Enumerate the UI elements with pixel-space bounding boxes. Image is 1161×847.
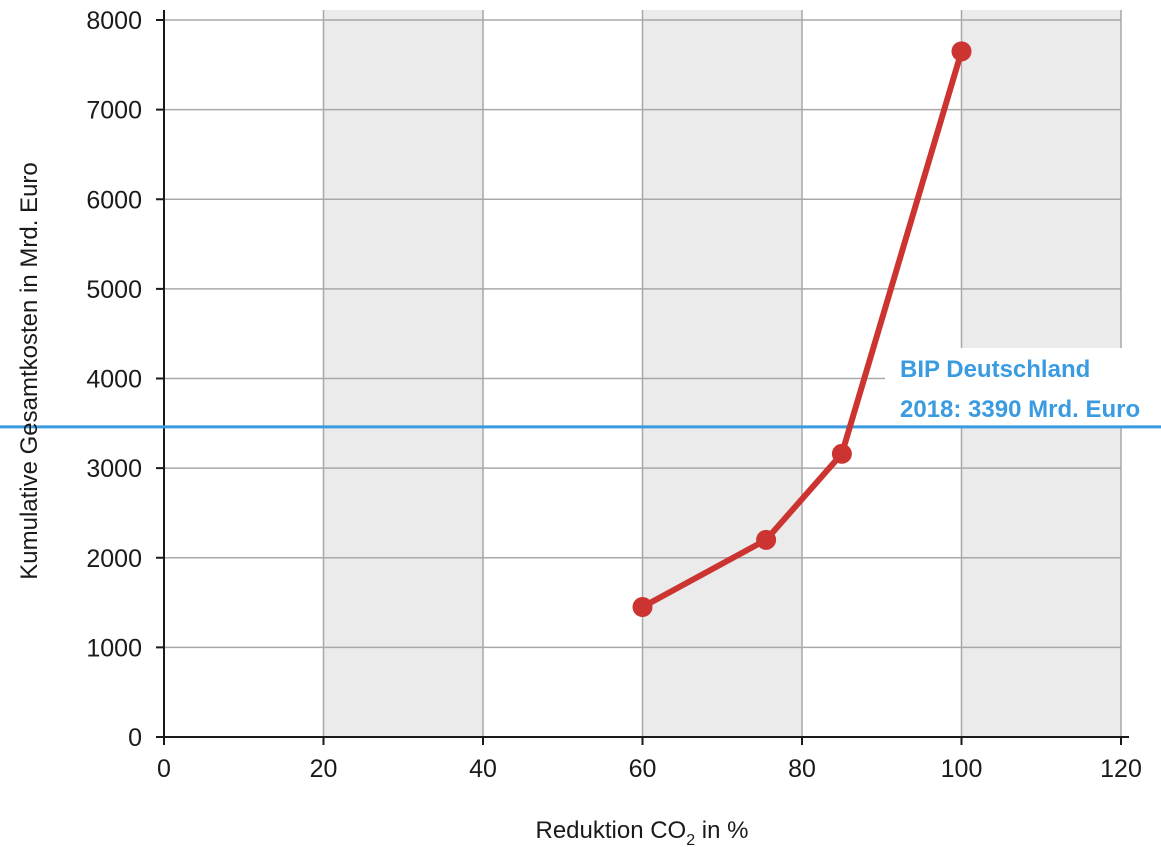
y-tick-label: 6000 bbox=[86, 186, 142, 214]
reference-label-line1: BIP Deutschland bbox=[900, 356, 1090, 383]
y-tick-labels: 0 1000 2000 3000 4000 5000 6000 7000 8000 bbox=[86, 7, 142, 752]
series-line bbox=[641, 50, 965, 610]
y-tick-label: 5000 bbox=[86, 276, 142, 304]
y-axis-title: Kumulative Gesamtkosten in Mrd. Euro bbox=[16, 162, 43, 580]
data-points bbox=[632, 41, 972, 618]
x-tick-label: 80 bbox=[788, 755, 816, 783]
reference-label-background bbox=[885, 348, 1161, 426]
data-point bbox=[831, 443, 852, 464]
x-axis-title: Reduktion CO2 in % bbox=[535, 817, 748, 847]
y-tick-label: 0 bbox=[128, 724, 142, 752]
y-tick-label: 8000 bbox=[86, 7, 142, 35]
x-tick-labels: 0 20 40 60 80 100 120 bbox=[157, 755, 1142, 783]
data-point bbox=[632, 597, 653, 618]
y-tick-label: 1000 bbox=[86, 634, 142, 662]
x-tick-label: 40 bbox=[469, 755, 497, 783]
reference-label-line2: 2018: 3390 Mrd. Euro bbox=[900, 396, 1140, 423]
y-tick-label: 2000 bbox=[86, 545, 142, 573]
x-tick-label: 60 bbox=[629, 755, 657, 783]
x-tick-label: 100 bbox=[941, 755, 983, 783]
data-point bbox=[951, 41, 972, 62]
axes bbox=[156, 10, 1129, 745]
shaded-band bbox=[323, 10, 483, 737]
x-tick-label: 0 bbox=[157, 755, 171, 783]
shaded-band bbox=[642, 10, 802, 737]
x-tick-label: 20 bbox=[310, 755, 338, 783]
y-tick-label: 4000 bbox=[86, 366, 142, 394]
x-tick-label: 120 bbox=[1100, 755, 1142, 783]
y-tick-label: 3000 bbox=[86, 455, 142, 483]
y-tick-label: 7000 bbox=[86, 97, 142, 125]
data-point bbox=[756, 529, 777, 550]
